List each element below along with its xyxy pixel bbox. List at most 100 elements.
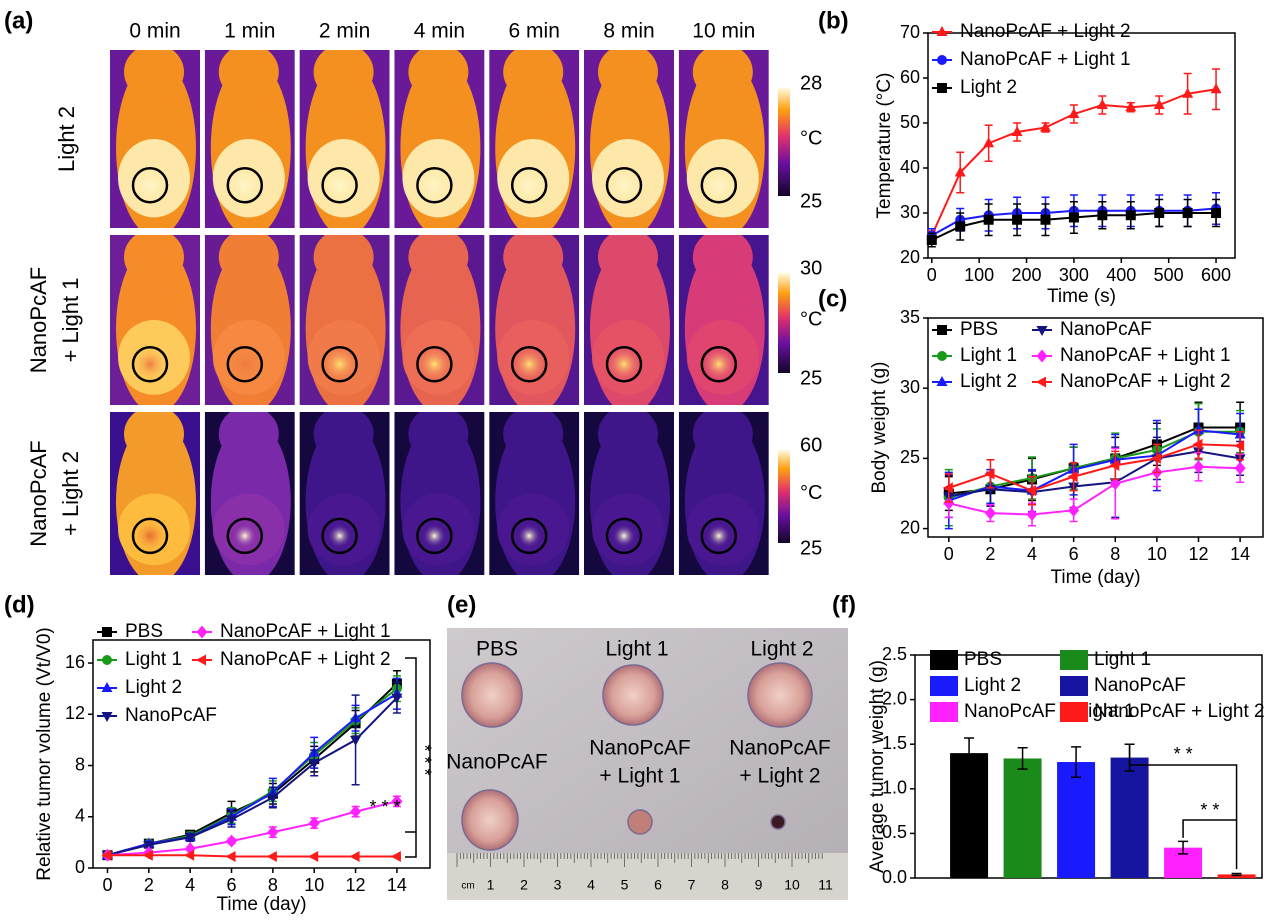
- ruler-label: 3: [554, 877, 562, 893]
- marker: [143, 840, 155, 851]
- marker: [184, 849, 195, 861]
- tumor: [602, 664, 664, 726]
- marker: [225, 850, 236, 862]
- legend-swatch: [1060, 702, 1088, 722]
- thermal-cell: [394, 412, 485, 575]
- marker: [308, 816, 320, 830]
- hot-spot: [511, 346, 548, 383]
- line: [107, 854, 397, 858]
- tumor: [461, 662, 523, 728]
- x-tick-label: 2: [985, 544, 995, 564]
- x-tick-label: 10: [304, 875, 324, 895]
- x-axis-label: Time (day): [1050, 567, 1140, 588]
- x-tick-label: 2: [144, 875, 154, 895]
- thermal-cell: [394, 50, 485, 228]
- x-tick-label: 0: [927, 265, 937, 285]
- colorbar: [778, 273, 790, 373]
- roi-circle: [605, 517, 643, 555]
- hot-spot: [132, 517, 168, 554]
- series: [102, 675, 402, 861]
- error-bar: [1178, 840, 1189, 855]
- time-label: 6 min: [509, 20, 560, 43]
- hot-spot: [232, 523, 257, 548]
- legend-label: NanoPcAF + Light 2: [1094, 701, 1265, 722]
- photo-label: + Light 2: [739, 765, 820, 788]
- legend-label: PBS: [960, 319, 998, 340]
- legend-label: NanoPcAF + Light 1: [220, 621, 391, 642]
- thermal-cell: [110, 235, 200, 405]
- roi-circle: [700, 517, 738, 555]
- y-tick-label: 20: [900, 247, 920, 267]
- legend-swatch: [1060, 676, 1088, 696]
- photo-label: PBS: [476, 638, 518, 661]
- x-tick-label: 200: [1012, 265, 1042, 285]
- roi-circle: [510, 167, 548, 204]
- colorbar: [778, 88, 790, 196]
- thermal-cell: [678, 412, 769, 575]
- series: [926, 198, 1222, 248]
- roi-circle: [605, 345, 643, 383]
- marker: [350, 805, 362, 819]
- thermal-cell: [584, 235, 674, 405]
- thermal-cell: [204, 235, 295, 405]
- ruler-label: 7: [688, 877, 696, 893]
- legend-marker: [1036, 349, 1048, 363]
- ruler: [447, 853, 848, 900]
- marker: [350, 735, 362, 746]
- series: [943, 447, 1246, 527]
- thermal-cell: [299, 412, 390, 575]
- photo-label: + Light 1: [599, 765, 680, 788]
- x-axis-label: Time (day): [216, 894, 306, 915]
- legend-marker: [196, 625, 208, 639]
- y-tick-label: 70: [900, 22, 920, 42]
- marker: [267, 793, 279, 804]
- x-tick-label: 0: [102, 875, 112, 895]
- hot-spot: [321, 167, 358, 204]
- x-tick-label: 4: [185, 875, 195, 895]
- hot-spot: [226, 167, 263, 204]
- mouse-head: [408, 50, 469, 100]
- ruler-label: 9: [755, 877, 763, 893]
- photo-label: NanoPcAF: [446, 751, 548, 774]
- marker: [1210, 83, 1222, 94]
- marker: [1097, 210, 1108, 221]
- tumor: [770, 814, 786, 830]
- marker: [391, 693, 403, 704]
- legend-label: NanoPcAF: [125, 705, 217, 726]
- thermal-cell: [584, 412, 674, 575]
- y-tick-label: 2.5: [882, 644, 907, 664]
- thermal-cell: [299, 235, 390, 405]
- ruler-label: 5: [621, 877, 629, 893]
- colorbar-max: 60: [800, 434, 822, 456]
- legend-label: Light 2: [960, 77, 1017, 98]
- tumor: [461, 789, 519, 851]
- marker: [1068, 503, 1080, 517]
- annotation: * *: [1200, 800, 1219, 820]
- marker: [391, 794, 403, 808]
- bar: [1057, 762, 1096, 878]
- roi-circle: [321, 345, 358, 383]
- marker: [1125, 101, 1137, 112]
- hot-spot: [416, 346, 453, 383]
- legend-marker: [102, 655, 112, 665]
- row-label: NanoPcAF: [26, 440, 51, 546]
- y-tick-label: 1.5: [882, 733, 907, 753]
- legend-label: NanoPcAF: [1060, 319, 1152, 340]
- hot-spot: [606, 167, 642, 204]
- legend-label: NanoPcAF + Light 1: [964, 701, 1135, 722]
- mouse-head: [503, 50, 564, 100]
- legend-label: NanoPcAF + Light 1: [960, 49, 1131, 70]
- x-tick-label: 600: [1201, 265, 1231, 285]
- roi-circle: [226, 517, 264, 555]
- marker: [983, 214, 994, 225]
- marker: [1068, 212, 1079, 223]
- mouse-head: [598, 50, 658, 100]
- tumor: [627, 809, 653, 835]
- roi-circle: [321, 517, 358, 555]
- colorbar-max: 28: [800, 72, 822, 94]
- time-label: 2 min: [319, 20, 370, 43]
- mouse-head: [313, 235, 374, 285]
- roi-circle: [226, 167, 264, 204]
- mouse-head: [692, 50, 753, 100]
